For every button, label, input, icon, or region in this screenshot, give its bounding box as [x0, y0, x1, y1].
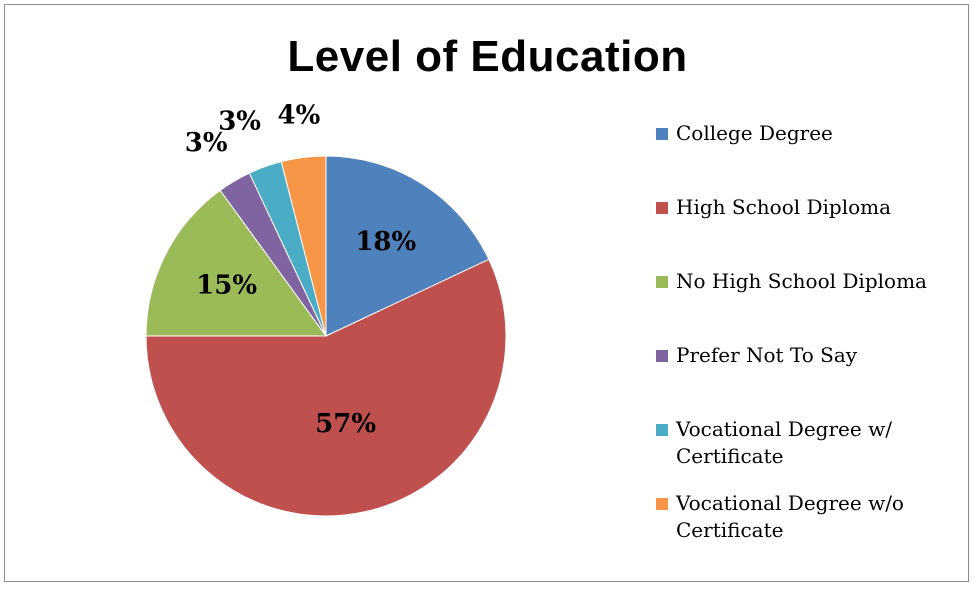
- legend-swatch: [656, 498, 668, 510]
- legend-label: Vocational Degree w/o Certificate: [676, 491, 904, 542]
- legend-label: College Degree: [676, 121, 833, 145]
- data-label-college-degree: 18%: [355, 227, 416, 257]
- pie-slice-college-degree: [325, 155, 490, 337]
- data-label-no-high-school-diploma: 15%: [196, 270, 257, 300]
- legend-swatch: [656, 350, 668, 362]
- data-label-vocational-without-certificate: 4%: [278, 101, 321, 131]
- pie-data-labels: 18% 57% 15% 3%3% 4%: [185, 101, 417, 439]
- legend-label: Prefer Not To Say: [676, 343, 858, 367]
- legend-swatch: [656, 128, 668, 140]
- chart-title: Level of Education: [287, 32, 688, 81]
- pie-slice-vocational-without-certificate: [280, 155, 327, 337]
- pie-slice-high-school-diploma: [145, 258, 507, 517]
- legend-swatch: [656, 276, 668, 288]
- legend-swatch: [656, 424, 668, 436]
- legend-label: High School Diploma: [676, 195, 892, 219]
- data-label-high-school-diploma: 57%: [315, 409, 376, 439]
- legend-label: No High School Diploma: [676, 269, 927, 293]
- legend-label: Vocational Degree w/ Certificate: [676, 417, 892, 468]
- data-label-vocational-with-certificate: 3%: [218, 106, 261, 136]
- pie-slices: [145, 155, 507, 517]
- pie-slice-no-high-school-diploma: [145, 189, 327, 337]
- legend-swatch: [656, 202, 668, 214]
- data-label-prefer-not-to-say: 3%: [185, 128, 228, 158]
